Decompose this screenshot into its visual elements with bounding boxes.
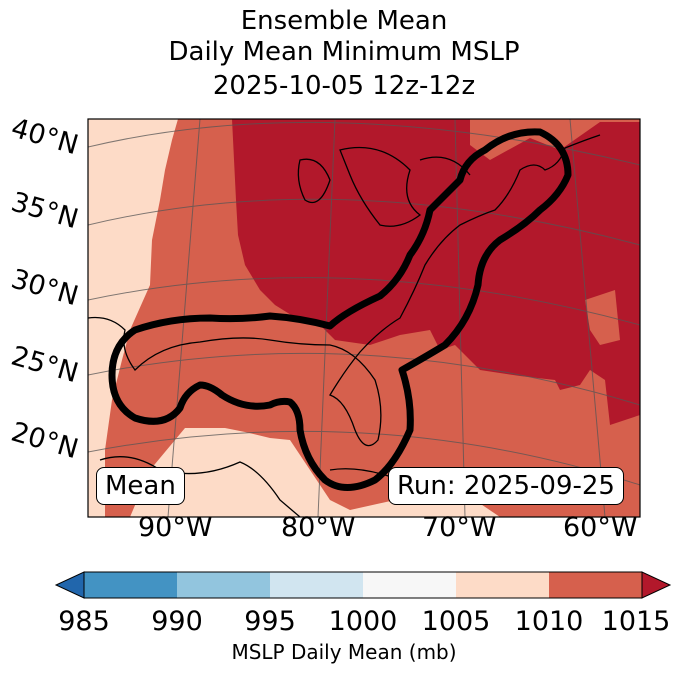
mslp-1010-notch: [585, 290, 620, 345]
probability-contour: [108, 128, 572, 491]
colorbar-tick-1015: 1015: [601, 606, 671, 637]
title-line-1: Ensemble Mean: [240, 6, 448, 36]
title-line-3: 2025-10-05 12z-12z: [212, 71, 476, 101]
colorbar-bin-990-995: [177, 572, 270, 598]
colorbar-bin-995-1000: [270, 572, 363, 598]
colorbar-tick-1000: 1000: [328, 606, 398, 637]
mean-label: Mean: [96, 467, 185, 505]
lon-label-60w: 60°W: [563, 512, 638, 543]
colorbar-tick-995: 995: [244, 606, 296, 637]
colorbar-bin-1010-1015: [549, 572, 642, 598]
colorbar-tick-990: 990: [151, 606, 203, 637]
colorbar-extend-low: [54, 571, 85, 599]
colorbar-bin-1000-1005: [363, 572, 456, 598]
coastlines: [88, 134, 601, 517]
colorbar-tick-1010: 1010: [514, 606, 584, 637]
lon-label-70w: 70°W: [422, 512, 497, 543]
map-area: [88, 119, 640, 517]
lon-label-80w: 80°W: [281, 512, 356, 543]
colorbar-bin-1005-1010: [456, 572, 549, 598]
colorbar-extend-high: [641, 571, 672, 599]
colorbar-tick-985: 985: [58, 606, 110, 637]
map-frame: [87, 118, 641, 518]
run-date-label: Run: 2025-09-25: [388, 467, 624, 505]
mslp-1015-plus-region: [232, 119, 640, 425]
colorbar: [54, 571, 672, 599]
colorbar-label: MSLP Daily Mean (mb): [231, 640, 457, 664]
title-line-2: Daily Mean Minimum MSLP: [168, 37, 520, 67]
colorbar-tick-1005: 1005: [421, 606, 491, 637]
lon-label-90w: 90°W: [138, 512, 213, 543]
colorbar-frame: [83, 571, 643, 599]
colorbar-bin-985-990: [84, 572, 177, 598]
